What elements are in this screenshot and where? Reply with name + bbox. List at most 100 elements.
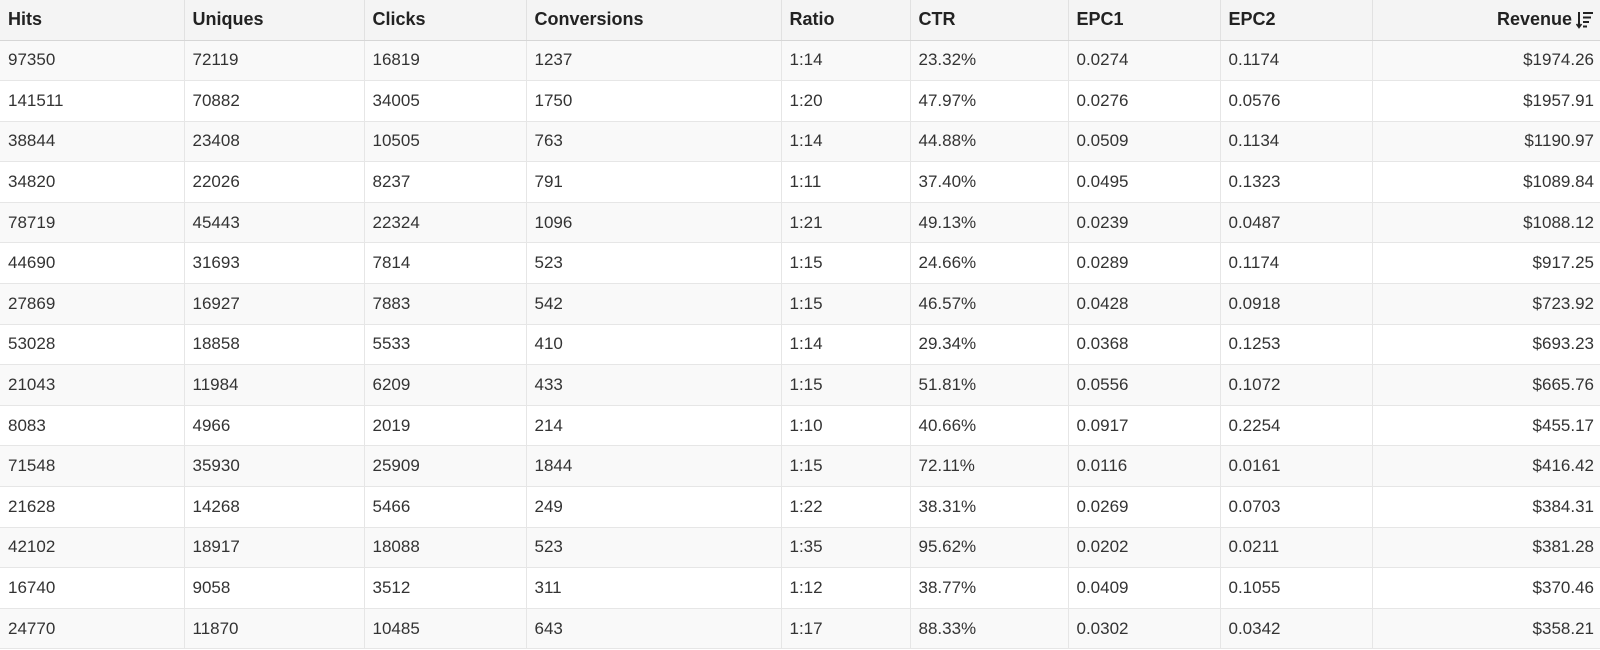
cell-conversions: 763 bbox=[526, 121, 782, 163]
cell-ratio: 1:15 bbox=[781, 445, 911, 488]
cell-uniques: 9058 bbox=[184, 567, 365, 609]
table-row[interactable]: 78719 45443 22324 1096 1:21 49.13% 0.0239 0.048… bbox=[0, 202, 1600, 244]
table-row[interactable]: 8083 4966 2019 214 1:10 40.66% 0.0917 0.2254 $45… bbox=[0, 405, 1600, 447]
cell-epc1: 0.0409 bbox=[1068, 567, 1221, 609]
cell-revenue: $723.92 bbox=[1372, 283, 1600, 325]
cell-clicks: 8237 bbox=[364, 161, 527, 203]
cell-uniques: 45443 bbox=[184, 202, 365, 244]
column-header-conversions[interactable]: Conversions bbox=[526, 0, 782, 41]
table-row[interactable]: 16740 9058 3512 311 1:12 38.77% 0.0409 0.1055 $3… bbox=[0, 567, 1600, 609]
cell-uniques: 16927 bbox=[184, 283, 365, 325]
table-row[interactable]: 34820 22026 8237 791 1:11 37.40% 0.0495 0.1323 $… bbox=[0, 161, 1600, 203]
cell-ratio: 1:35 bbox=[781, 527, 911, 569]
cell-revenue: $1089.84 bbox=[1372, 161, 1600, 203]
cell-epc1: 0.0202 bbox=[1068, 527, 1221, 569]
cell-clicks: 6209 bbox=[364, 364, 527, 406]
cell-uniques: 72119 bbox=[184, 40, 365, 82]
cell-epc1: 0.0917 bbox=[1068, 405, 1221, 447]
column-header-label: Conversions bbox=[534, 9, 644, 30]
cell-revenue: $1974.26 bbox=[1372, 40, 1600, 82]
cell-ctr: 72.11% bbox=[910, 445, 1069, 488]
cell-revenue: $665.76 bbox=[1372, 364, 1600, 406]
cell-ratio: 1:20 bbox=[781, 80, 911, 122]
cell-epc2: 0.0211 bbox=[1220, 527, 1373, 569]
cell-ctr: 95.62% bbox=[910, 527, 1069, 569]
cell-revenue: $1190.97 bbox=[1372, 121, 1600, 163]
cell-clicks: 3512 bbox=[364, 567, 527, 609]
cell-uniques: 31693 bbox=[184, 242, 365, 285]
cell-epc2: 0.0487 bbox=[1220, 202, 1373, 244]
cell-epc2: 0.1323 bbox=[1220, 161, 1373, 203]
cell-uniques: 11984 bbox=[184, 364, 365, 406]
cell-conversions: 311 bbox=[526, 567, 782, 609]
table-row[interactable]: 141511 70882 34005 1750 1:20 47.97% 0.0276 0.05… bbox=[0, 80, 1600, 122]
column-header-epc2[interactable]: EPC2 bbox=[1220, 0, 1373, 41]
cell-epc2: 0.0703 bbox=[1220, 486, 1373, 528]
table-row[interactable]: 21043 11984 6209 433 1:15 51.81% 0.0556 0.1072 $… bbox=[0, 364, 1600, 406]
cell-epc2: 0.0576 bbox=[1220, 80, 1373, 122]
column-header-hits[interactable]: Hits bbox=[0, 0, 185, 41]
table-row[interactable]: 53028 18858 5533 410 1:14 29.34% 0.0368 0.1253 $… bbox=[0, 324, 1600, 366]
cell-hits: 97350 bbox=[0, 40, 185, 82]
cell-conversions: 214 bbox=[526, 405, 782, 447]
cell-epc1: 0.0556 bbox=[1068, 364, 1221, 406]
cell-hits: 38844 bbox=[0, 121, 185, 163]
cell-clicks: 7814 bbox=[364, 242, 527, 285]
column-header-label: CTR bbox=[918, 9, 956, 30]
cell-epc2: 0.1134 bbox=[1220, 121, 1373, 163]
column-header-ctr[interactable]: CTR bbox=[910, 0, 1069, 41]
cell-revenue: $416.42 bbox=[1372, 445, 1600, 488]
cell-epc2: 0.1055 bbox=[1220, 567, 1373, 609]
header-row: Hits Uniques Clicks Conversions Ratio CT… bbox=[0, 0, 1600, 41]
cell-clicks: 7883 bbox=[364, 283, 527, 325]
cell-hits: 78719 bbox=[0, 202, 185, 244]
cell-ratio: 1:22 bbox=[781, 486, 911, 528]
cell-revenue: $358.21 bbox=[1372, 608, 1600, 650]
cell-conversions: 410 bbox=[526, 324, 782, 366]
cell-revenue: $1088.12 bbox=[1372, 202, 1600, 244]
cell-conversions: 249 bbox=[526, 486, 782, 528]
table-row[interactable]: 42102 18917 18088 523 1:35 95.62% 0.0202 0.0211… bbox=[0, 527, 1600, 569]
cell-clicks: 34005 bbox=[364, 80, 527, 122]
cell-ctr: 23.32% bbox=[910, 40, 1069, 82]
cell-conversions: 1844 bbox=[526, 445, 782, 488]
cell-ctr: 47.97% bbox=[910, 80, 1069, 122]
column-header-uniques[interactable]: Uniques bbox=[184, 0, 365, 41]
table-row[interactable]: 38844 23408 10505 763 1:14 44.88% 0.0509 0.1134… bbox=[0, 121, 1600, 163]
table-header: Hits Uniques Clicks Conversions Ratio CT… bbox=[0, 0, 1600, 41]
cell-hits: 16740 bbox=[0, 567, 185, 609]
cell-conversions: 791 bbox=[526, 161, 782, 203]
cell-uniques: 18917 bbox=[184, 527, 365, 569]
column-header-epc1[interactable]: EPC1 bbox=[1068, 0, 1221, 41]
cell-hits: 53028 bbox=[0, 324, 185, 366]
column-header-label: Hits bbox=[8, 9, 43, 30]
column-header-clicks[interactable]: Clicks bbox=[364, 0, 527, 41]
table-row[interactable]: 21628 14268 5466 249 1:22 38.31% 0.0269 0.0703 $… bbox=[0, 486, 1600, 528]
table-row[interactable]: 24770 11870 10485 643 1:17 88.33% 0.0302 0.0342… bbox=[0, 608, 1600, 650]
table-row[interactable]: 44690 31693 7814 523 1:15 24.66% 0.0289 0.1174 $… bbox=[0, 242, 1600, 285]
column-header-revenue[interactable]: Revenue bbox=[1372, 0, 1600, 41]
cell-clicks: 25909 bbox=[364, 445, 527, 488]
table-row[interactable]: 27869 16927 7883 542 1:15 46.57% 0.0428 0.0918 $… bbox=[0, 283, 1600, 325]
cell-clicks: 5533 bbox=[364, 324, 527, 366]
cell-hits: 42102 bbox=[0, 527, 185, 569]
cell-conversions: 643 bbox=[526, 608, 782, 650]
column-header-label: EPC1 bbox=[1076, 9, 1124, 30]
cell-uniques: 35930 bbox=[184, 445, 365, 488]
table-row[interactable]: 97350 72119 16819 1237 1:14 23.32% 0.0274 0.117… bbox=[0, 40, 1600, 82]
cell-ctr: 44.88% bbox=[910, 121, 1069, 163]
cell-hits: 141511 bbox=[0, 80, 185, 122]
cell-revenue: $455.17 bbox=[1372, 405, 1600, 447]
sort-descending-icon[interactable] bbox=[1575, 10, 1594, 30]
cell-clicks: 16819 bbox=[364, 40, 527, 82]
cell-ctr: 51.81% bbox=[910, 364, 1069, 406]
table-row[interactable]: 71548 35930 25909 1844 1:15 72.11% 0.0116 0.016… bbox=[0, 445, 1600, 488]
cell-ctr: 40.66% bbox=[910, 405, 1069, 447]
cell-ratio: 1:15 bbox=[781, 283, 911, 325]
cell-ratio: 1:15 bbox=[781, 364, 911, 406]
cell-conversions: 433 bbox=[526, 364, 782, 406]
cell-conversions: 523 bbox=[526, 527, 782, 569]
column-header-ratio[interactable]: Ratio bbox=[781, 0, 911, 41]
cell-ratio: 1:15 bbox=[781, 242, 911, 285]
